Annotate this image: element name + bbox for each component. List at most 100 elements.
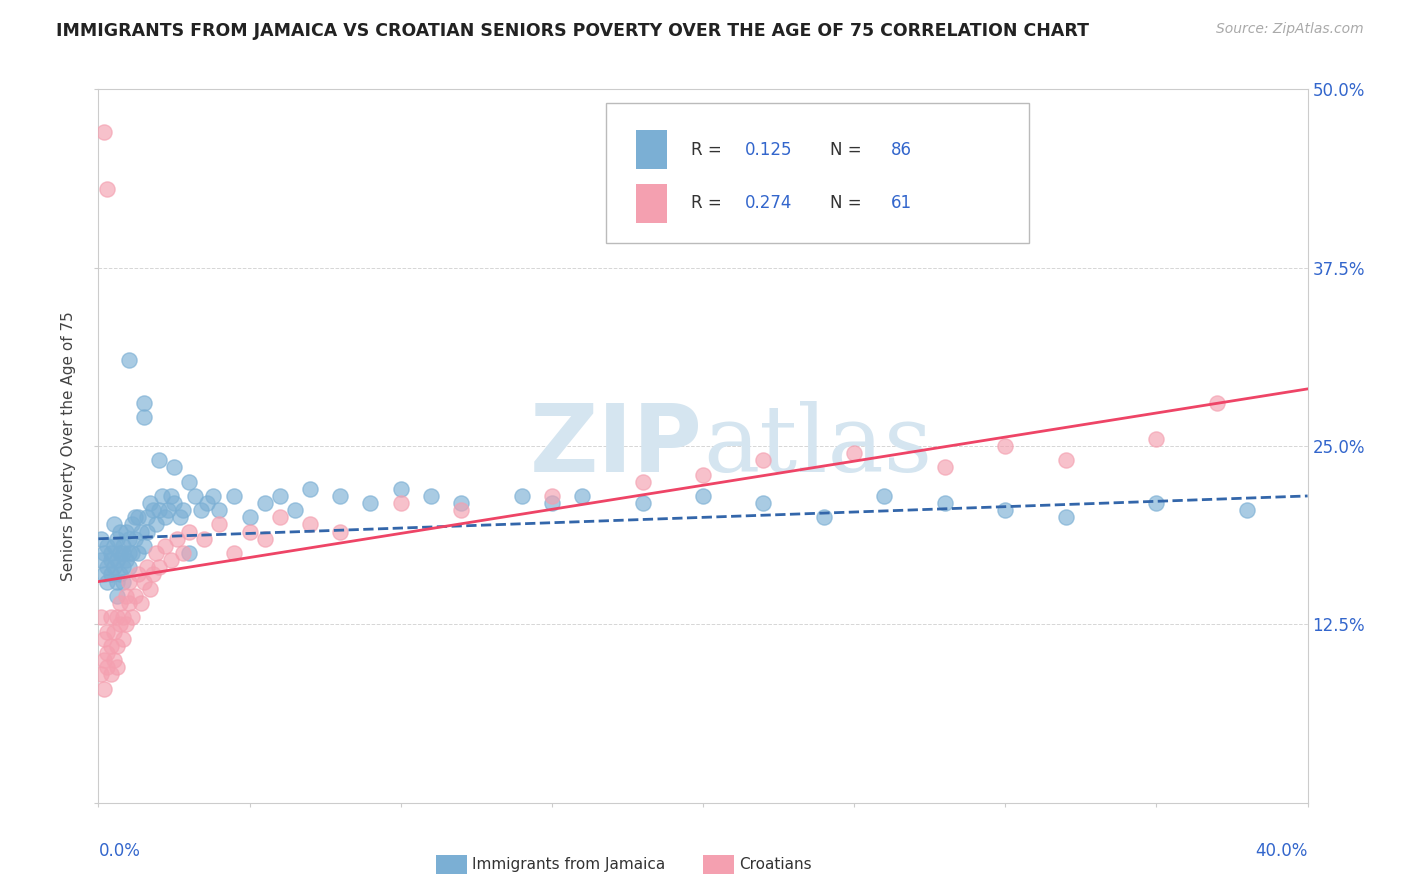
Point (105, 553, 128, 567)
Point (179, 475, 201, 489)
Point (190, 503, 212, 517)
Point (284, 503, 307, 517)
Point (121, 517, 143, 532)
Point (179, 524, 201, 539)
Point (103, 539, 125, 553)
Point (100, 553, 122, 567)
Point (124, 532, 146, 546)
Point (184, 489, 207, 503)
Point (114, 553, 136, 567)
Point (994, 439, 1017, 453)
Point (510, 489, 533, 503)
Point (163, 496, 186, 510)
Point (105, 660, 128, 674)
Point (1054, 453, 1077, 467)
Point (90, 532, 112, 546)
Text: Croatians: Croatians (740, 857, 813, 871)
Point (540, 489, 562, 503)
Point (160, 489, 183, 503)
Point (105, 639, 128, 653)
Point (103, 653, 125, 667)
Point (389, 482, 412, 496)
Point (166, 532, 188, 546)
Point (135, 510, 157, 524)
Text: N =: N = (830, 194, 868, 212)
Point (124, 589, 146, 603)
Point (179, 546, 201, 560)
Point (93, 546, 115, 560)
Point (96, 574, 118, 589)
Point (1054, 510, 1077, 524)
Point (129, 596, 152, 610)
Point (111, 546, 134, 560)
Point (329, 524, 352, 539)
Point (299, 482, 322, 496)
Point (1236, 503, 1258, 517)
Text: 0.0%: 0.0% (98, 842, 141, 860)
Point (239, 510, 262, 524)
Point (127, 546, 149, 560)
Point (148, 560, 170, 574)
Point (934, 496, 956, 510)
Point (114, 617, 136, 632)
Point (132, 574, 155, 589)
Point (135, 524, 157, 539)
Point (153, 510, 176, 524)
Point (127, 567, 149, 582)
Point (1206, 396, 1229, 410)
Point (994, 503, 1017, 517)
Y-axis label: Seniors Poverty Over the Age of 75: Seniors Poverty Over the Age of 75 (60, 311, 76, 581)
Point (253, 496, 276, 510)
Point (540, 496, 562, 510)
Text: 61: 61 (890, 194, 911, 212)
Point (93, 681, 115, 696)
Text: atlas: atlas (703, 401, 932, 491)
Point (813, 510, 835, 524)
Point (93, 567, 115, 582)
Point (172, 546, 194, 560)
Point (100, 610, 122, 624)
Point (118, 574, 141, 589)
Point (96, 182, 118, 196)
Point (121, 546, 143, 560)
Point (96, 539, 118, 553)
Point (132, 539, 155, 553)
Point (148, 453, 170, 467)
Text: N =: N = (830, 141, 868, 159)
Point (269, 489, 291, 503)
Text: 0.125: 0.125 (745, 141, 793, 159)
Point (114, 524, 136, 539)
FancyBboxPatch shape (606, 103, 1029, 243)
Point (193, 532, 215, 546)
Point (571, 489, 593, 503)
Point (148, 503, 170, 517)
Point (118, 546, 141, 560)
Point (153, 539, 176, 553)
Point (103, 560, 125, 574)
Text: IMMIGRANTS FROM JAMAICA VS CROATIAN SENIORS POVERTY OVER THE AGE OF 75 CORRELATI: IMMIGRANTS FROM JAMAICA VS CROATIAN SENI… (56, 22, 1090, 40)
Point (873, 489, 896, 503)
Point (118, 560, 141, 574)
Text: ZIP: ZIP (530, 400, 703, 492)
Point (934, 460, 956, 475)
Point (631, 475, 654, 489)
Point (132, 396, 155, 410)
Point (150, 489, 173, 503)
Point (299, 517, 322, 532)
Point (108, 524, 131, 539)
Point (118, 353, 141, 368)
Point (450, 496, 472, 510)
Point (692, 467, 714, 482)
Point (111, 539, 134, 553)
Point (114, 589, 136, 603)
Point (752, 453, 775, 467)
Point (105, 610, 128, 624)
Point (96, 660, 118, 674)
Point (96, 560, 118, 574)
Text: Immigrants from Jamaica: Immigrants from Jamaica (472, 857, 665, 871)
Text: R =: R = (690, 194, 727, 212)
Point (224, 546, 246, 560)
Point (100, 546, 122, 560)
Point (103, 517, 125, 532)
Point (239, 524, 262, 539)
